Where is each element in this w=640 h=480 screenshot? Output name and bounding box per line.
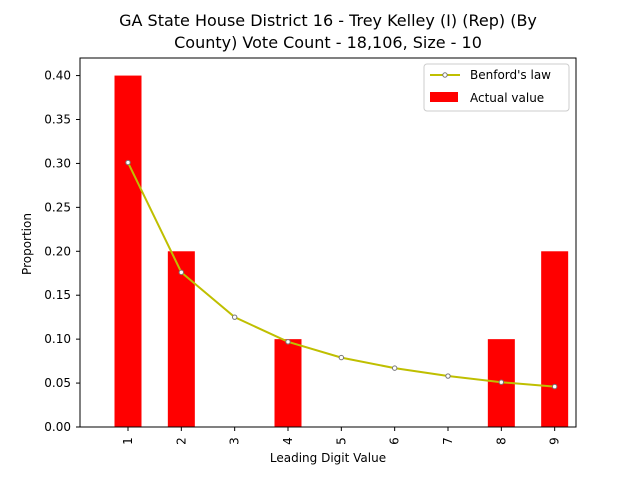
y-tick-label: 0.40 (44, 69, 71, 83)
legend-bar-swatch (430, 92, 458, 102)
benford-point-7 (445, 373, 451, 379)
chart-title-line-2: County) Vote Count - 18,106, Size - 10 (174, 33, 482, 52)
y-tick-label: 0.05 (44, 376, 71, 390)
legend-marker-swatch (442, 72, 448, 78)
y-tick-label: 0.35 (44, 113, 71, 127)
y-tick-label: 0.15 (44, 288, 71, 302)
x-tick-label: 7 (441, 437, 455, 445)
y-tick-label: 0.10 (44, 332, 71, 346)
x-tick-label: 5 (334, 437, 348, 445)
chart-title-line-1: GA State House District 16 - Trey Kelley… (119, 11, 537, 30)
chart-title: GA State House District 16 - Trey Kelley… (0, 10, 640, 54)
bar-1 (114, 75, 142, 428)
x-tick-label: 2 (174, 437, 188, 445)
plot-frame (79, 57, 577, 428)
y-tick-label: 0.25 (44, 200, 71, 214)
x-tick-label: 1 (121, 437, 135, 445)
x-tick-label: 3 (228, 437, 242, 445)
x-tick-label: 4 (281, 437, 295, 445)
y-tick-label: 0.20 (44, 244, 71, 258)
x-tick-label: 8 (494, 437, 508, 445)
benford-point-4 (285, 339, 291, 345)
line-series (125, 159, 558, 390)
x-axis-label: Leading Digit Value (270, 451, 386, 465)
bar-series (114, 75, 569, 428)
legend-label-actual: Actual value (470, 91, 544, 105)
y-tick-label: 0.30 (44, 156, 71, 170)
y-axis-label: Proportion (20, 213, 34, 275)
benford-point-5 (338, 354, 345, 361)
benford-point-9 (551, 383, 558, 390)
benford-point-3 (231, 314, 238, 320)
benford-point-6 (391, 365, 398, 371)
legend-box (423, 63, 570, 112)
benford-point-2 (178, 269, 185, 276)
x-tick-label: 9 (548, 437, 562, 445)
bar-2 (167, 251, 195, 427)
axes: 0.00 0.05 0.10 0.15 0.20 0.25 0.30 0.35 0.40 1 2 3 4… (44, 57, 577, 445)
legend: Benford's law Actual value (423, 63, 570, 112)
legend-label-benford: Benford's law (470, 68, 551, 82)
benford-point-8 (498, 379, 505, 385)
benford-point-1 (125, 159, 131, 166)
x-tick-label: 6 (388, 437, 402, 445)
y-tick-label: 0.00 (44, 420, 71, 434)
bar-9 (541, 251, 569, 427)
bar-4 (274, 339, 302, 427)
